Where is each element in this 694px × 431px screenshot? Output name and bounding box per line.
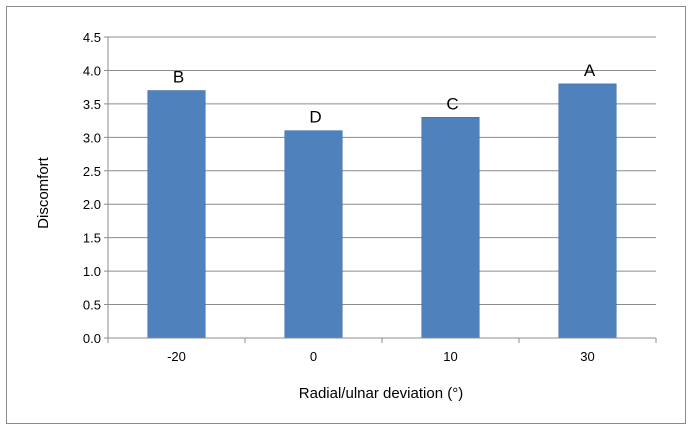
data-label-10: C: [446, 94, 458, 113]
x-tick-label: -20: [167, 349, 186, 364]
data-label--20: B: [173, 68, 184, 87]
y-tick-label: 1.5: [83, 231, 101, 246]
y-axis-label: Discomfort: [35, 156, 52, 229]
data-label-0: D: [309, 108, 321, 127]
y-tick-label: 4.0: [83, 63, 101, 78]
bar-30: [558, 83, 617, 339]
axes: [104, 36, 657, 343]
y-tick-label: 2.5: [83, 164, 101, 179]
bar-0: [284, 130, 343, 339]
data-label-30: A: [584, 61, 596, 80]
y-tick-label: 4.5: [83, 30, 101, 45]
bar-10: [421, 117, 480, 339]
x-tick-labels: -20 0 10 30: [167, 349, 595, 364]
x-tick-label: 30: [580, 349, 594, 364]
x-tick-label: 10: [443, 349, 457, 364]
x-tick-label: 0: [310, 349, 317, 364]
y-tick-label: 0.0: [83, 331, 101, 346]
y-tick-label: 3.5: [83, 97, 101, 112]
data-labels: B D C A: [173, 61, 596, 127]
x-axis-label: Radial/ulnar deviation (°): [299, 385, 463, 402]
bars: [147, 83, 617, 339]
y-tick-label: 2.0: [83, 197, 101, 212]
bar--20: [147, 90, 206, 339]
y-tick-labels: 0.0 0.5 1.0 1.5 2.0 2.5 3.0 3.5 4.0 4.5: [83, 30, 101, 346]
y-tick-label: 0.5: [83, 298, 101, 313]
y-tick-label: 1.0: [83, 264, 101, 279]
y-tick-label: 3.0: [83, 130, 101, 145]
